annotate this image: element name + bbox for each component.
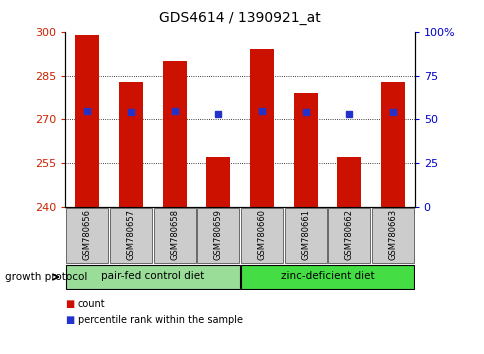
Text: GSM780663: GSM780663	[388, 209, 396, 261]
Bar	[75, 35, 99, 207]
Text: GSM780662: GSM780662	[344, 209, 353, 260]
Text: pair-fed control diet: pair-fed control diet	[101, 272, 204, 281]
Bar	[110, 208, 151, 263]
Text: ■: ■	[65, 315, 75, 325]
Bar	[206, 158, 230, 207]
Bar	[66, 208, 108, 263]
Text: GSM780658: GSM780658	[170, 209, 179, 260]
Bar	[240, 265, 413, 289]
Text: count: count	[77, 299, 105, 309]
Text: GDS4614 / 1390921_at: GDS4614 / 1390921_at	[159, 11, 320, 25]
Bar	[162, 61, 186, 207]
Bar	[66, 265, 239, 289]
Text: GSM780656: GSM780656	[83, 209, 91, 260]
Text: growth protocol: growth protocol	[5, 272, 87, 282]
Bar	[380, 81, 404, 207]
Text: ■: ■	[65, 299, 75, 309]
Text: GSM780659: GSM780659	[213, 209, 222, 260]
Bar	[241, 208, 282, 263]
Bar	[249, 50, 273, 207]
Bar	[197, 208, 239, 263]
Bar	[284, 208, 326, 263]
Text: zinc-deficient diet: zinc-deficient diet	[280, 272, 374, 281]
Text: GSM780661: GSM780661	[301, 209, 309, 260]
Bar	[328, 208, 369, 263]
Text: percentile rank within the sample: percentile rank within the sample	[77, 315, 242, 325]
Bar	[371, 208, 413, 263]
Text: GSM780660: GSM780660	[257, 209, 266, 260]
Bar	[336, 158, 361, 207]
Text: GSM780657: GSM780657	[126, 209, 135, 260]
Bar	[293, 93, 317, 207]
Bar	[153, 208, 195, 263]
Bar	[119, 81, 143, 207]
